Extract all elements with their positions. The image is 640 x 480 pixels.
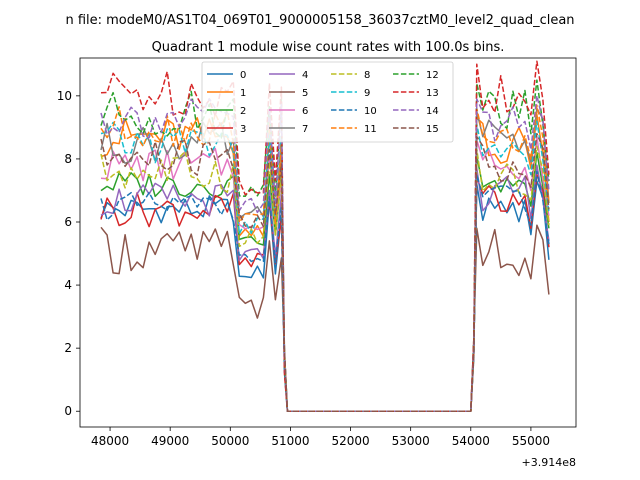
legend-label-9: 9 [364, 88, 370, 99]
figure-suptitle: n file: modeM0/AS1T04_069T01_9000005158_… [65, 13, 574, 28]
y-tick-label: 8 [64, 152, 72, 166]
series-line-8 [100, 145, 550, 412]
plot-area [79, 57, 577, 428]
series-line-13 [100, 60, 550, 412]
legend-label-11: 11 [364, 124, 377, 135]
x-tick-label: 52000 [331, 434, 369, 448]
x-tick-label: 48000 [91, 434, 129, 448]
y-tick-label: 6 [64, 215, 72, 229]
series-line-6 [100, 136, 550, 412]
plot-frame [79, 57, 577, 428]
series-group [100, 60, 550, 412]
series-line-3 [100, 173, 550, 412]
series-line-2 [100, 151, 550, 412]
y-tick-label: 2 [64, 341, 72, 355]
legend-label-14: 14 [426, 106, 439, 117]
legend-label-2: 2 [240, 106, 246, 117]
legend-label-12: 12 [426, 70, 439, 81]
series-line-10 [100, 170, 550, 412]
legend-label-4: 4 [302, 70, 308, 81]
x-tick-label: 50000 [211, 434, 249, 448]
x-axis: 48000 49000 50000 51000 52000 53000 54000 55000 [91, 427, 550, 448]
series-line-15 [100, 132, 550, 412]
series-line-12 [100, 79, 550, 412]
legend-label-1: 1 [240, 88, 246, 99]
legend-label-15: 15 [426, 124, 439, 135]
x-tick-label: 49000 [151, 434, 189, 448]
y-tick-label: 10 [57, 89, 72, 103]
x-tick-label: 53000 [392, 434, 430, 448]
series-line-5 [100, 224, 550, 412]
series-line-0 [100, 180, 550, 412]
series-line-14 [100, 95, 550, 412]
chart-title: Quadrant 1 module wise count rates with … [152, 40, 505, 55]
legend-label-7: 7 [302, 124, 308, 135]
legend-frame [201, 61, 454, 143]
y-axis: 0 2 4 6 8 10 [57, 89, 80, 418]
legend-label-0: 0 [240, 70, 246, 81]
x-tick-label: 51000 [271, 434, 309, 448]
x-offset-text: +3.914e8 [522, 456, 576, 469]
x-tick-label: 55000 [512, 434, 550, 448]
series-line-9 [100, 120, 550, 412]
legend-label-5: 5 [302, 88, 308, 99]
legend-label-13: 13 [426, 88, 439, 99]
series-line-11 [100, 104, 550, 412]
legend-label-3: 3 [240, 124, 246, 135]
x-tick-label: 54000 [452, 434, 490, 448]
legend-label-8: 8 [364, 70, 370, 81]
legend-label-10: 10 [364, 106, 377, 117]
y-tick-label: 0 [64, 404, 72, 418]
y-tick-label: 4 [64, 278, 72, 292]
legend-label-6: 6 [302, 106, 308, 117]
